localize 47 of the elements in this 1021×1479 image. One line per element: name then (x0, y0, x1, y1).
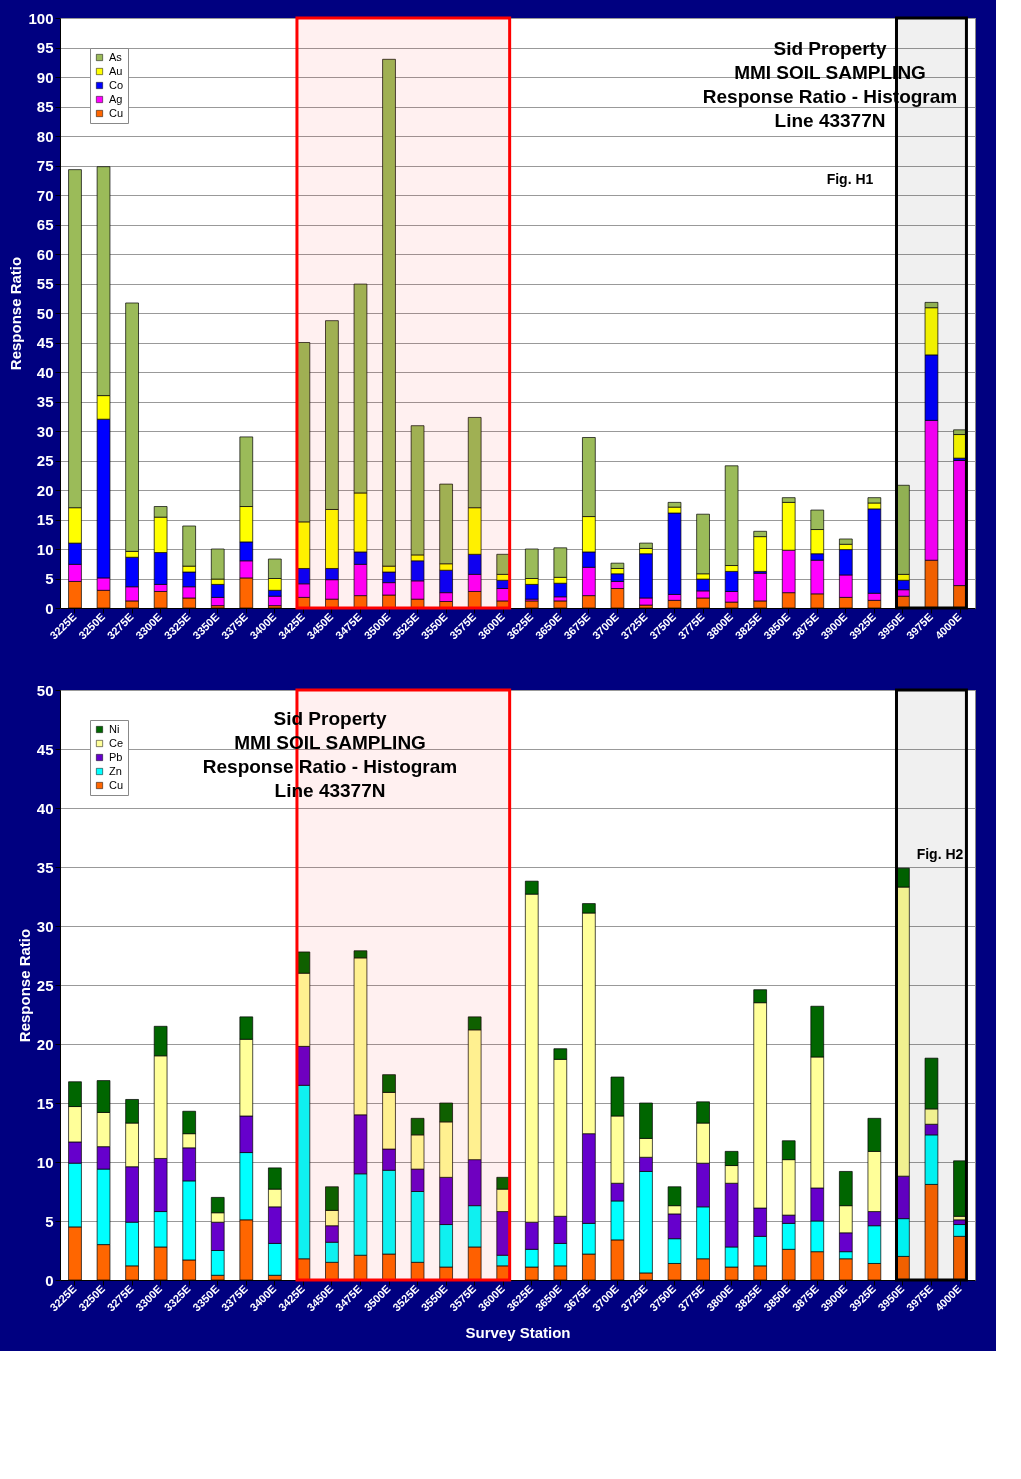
y-tick-label: 95 (36, 39, 54, 56)
y-tick-label: 65 (36, 216, 54, 233)
legend-label: Zn (109, 764, 122, 777)
y-tick-label: 10 (36, 1153, 54, 1171)
y-tick-label: 100 (28, 9, 54, 27)
y-tick-label: 5 (45, 570, 54, 587)
y-tick-label: 35 (36, 858, 54, 876)
annotation: Fig. H1 (826, 171, 874, 187)
legend-label: Ag (109, 92, 123, 105)
y-tick-label: 50 (36, 304, 54, 322)
y-tick-label: 15 (36, 511, 54, 528)
y-tick-label: 0 (45, 1271, 54, 1289)
legend-label: Cu (109, 778, 124, 791)
y-tick-label: 75 (36, 157, 54, 174)
y-tick-label: 45 (36, 740, 54, 758)
y-tick-label: 45 (36, 334, 54, 351)
x-axis-title: Survey Station (465, 1323, 571, 1341)
legend-label: As (109, 50, 123, 63)
y-axis-title: Response Ratio (7, 256, 25, 371)
y-tick-label: 10 (36, 540, 54, 558)
y-tick-label: 40 (36, 363, 54, 381)
y-tick-label: 30 (36, 422, 54, 440)
y-tick-label: 70 (36, 186, 54, 204)
y-tick-label: 80 (36, 127, 54, 145)
y-axis-title: Response Ratio (15, 928, 33, 1043)
y-tick-label: 25 (36, 452, 54, 469)
y-tick-label: 30 (36, 917, 54, 935)
annotation: Fig. H2 (916, 846, 964, 862)
y-tick-label: 25 (36, 976, 54, 994)
y-tick-label: 20 (36, 481, 54, 499)
y-tick-label: 90 (36, 68, 54, 86)
legend-label: Co (109, 78, 124, 91)
y-tick-label: 50 (36, 681, 54, 699)
legend-label: Pb (109, 750, 123, 763)
legend-label: Au (109, 64, 123, 77)
y-tick-label: 5 (45, 1212, 54, 1230)
y-tick-label: 35 (36, 393, 54, 410)
y-tick-label: 55 (36, 275, 54, 292)
legend-label: Cu (109, 106, 124, 119)
legend-label: Ce (109, 736, 124, 749)
y-tick-label: 60 (36, 245, 54, 263)
y-tick-label: 0 (45, 599, 54, 617)
y-tick-label: 15 (36, 1094, 54, 1112)
y-tick-label: 20 (36, 1035, 54, 1053)
legend-label: Ni (109, 722, 120, 735)
y-tick-label: 40 (36, 799, 54, 817)
y-tick-label: 85 (36, 98, 54, 115)
